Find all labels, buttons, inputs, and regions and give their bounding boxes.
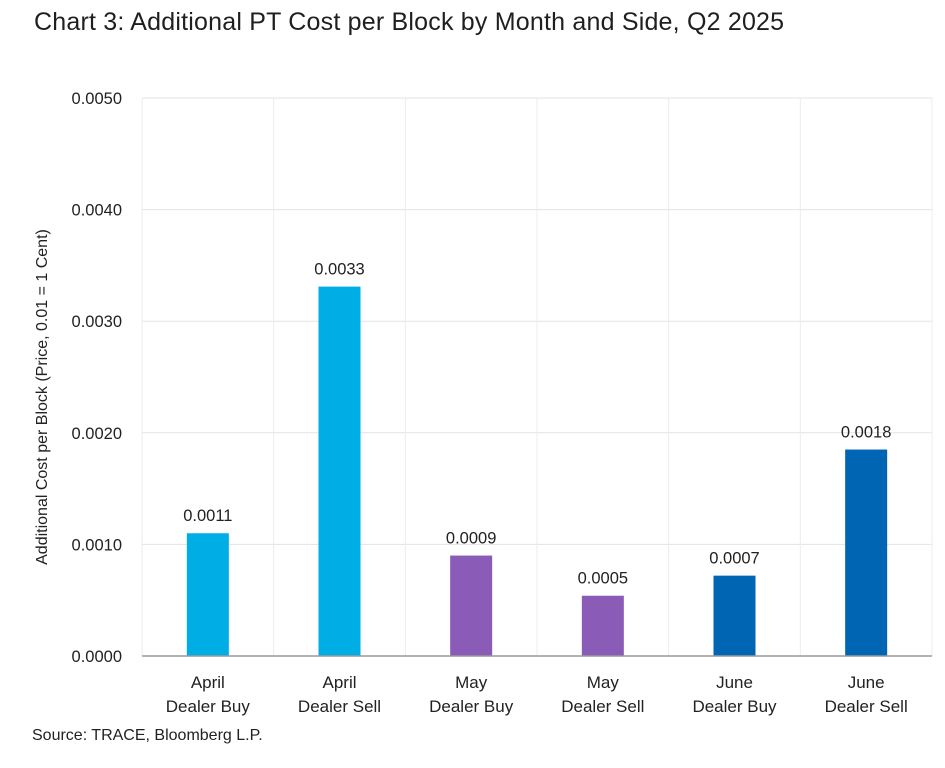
bar-chart: 0.0000 0.0010 0.0020 0.0030 0.0040 0.0050 0.0…	[34, 90, 933, 716]
data-label: 0.0005	[578, 570, 628, 588]
category-label-side: Dealer Buy	[692, 697, 777, 716]
category-label-month: June	[848, 673, 885, 692]
data-label: 0.0009	[446, 530, 496, 548]
data-label: 0.0011	[183, 507, 232, 525]
x-axis-categories: April Dealer Buy April Dealer Sell May Dealer…	[166, 673, 908, 716]
data-label: 0.0007	[709, 550, 759, 568]
data-label: 0.0033	[314, 261, 364, 279]
category-label-side: Dealer Sell	[561, 697, 644, 716]
y-tick-label: 0.0020	[72, 425, 122, 443]
y-tick-label: 0.0050	[72, 90, 122, 108]
gridlines	[141, 97, 933, 656]
category-label-side: Dealer Buy	[429, 697, 514, 716]
source-note: Source: TRACE, Bloomberg L.P.	[32, 727, 263, 744]
bar	[318, 286, 361, 656]
category-label-side: Dealer Buy	[166, 697, 251, 716]
bar	[713, 575, 756, 656]
bar	[845, 449, 888, 656]
category-label-month: June	[716, 673, 753, 692]
y-axis-title: Additional Cost per Block (Price, 0.01 =…	[34, 229, 51, 565]
category-label-month: May	[455, 673, 488, 692]
category-label-month: April	[191, 673, 225, 692]
y-axis-ticks: 0.0000 0.0010 0.0020 0.0030 0.0040 0.0050	[72, 90, 122, 666]
bar	[581, 595, 624, 656]
category-label-side: Dealer Sell	[298, 697, 381, 716]
y-tick-label: 0.0010	[72, 536, 122, 554]
data-labels: 0.0011 0.0033 0.0009 0.0005 0.0007 0.0018	[183, 261, 891, 588]
category-label-side: Dealer Sell	[825, 697, 908, 716]
chart-title: Chart 3: Additional PT Cost per Block by…	[34, 8, 785, 36]
bars	[186, 286, 888, 656]
y-tick-label: 0.0030	[72, 313, 122, 331]
data-label: 0.0018	[841, 424, 891, 442]
category-label-month: April	[322, 673, 356, 692]
y-tick-label: 0.0040	[72, 202, 122, 220]
category-label-month: May	[587, 673, 620, 692]
y-tick-label: 0.0000	[72, 648, 122, 666]
bar	[186, 533, 229, 656]
bar	[450, 555, 493, 656]
